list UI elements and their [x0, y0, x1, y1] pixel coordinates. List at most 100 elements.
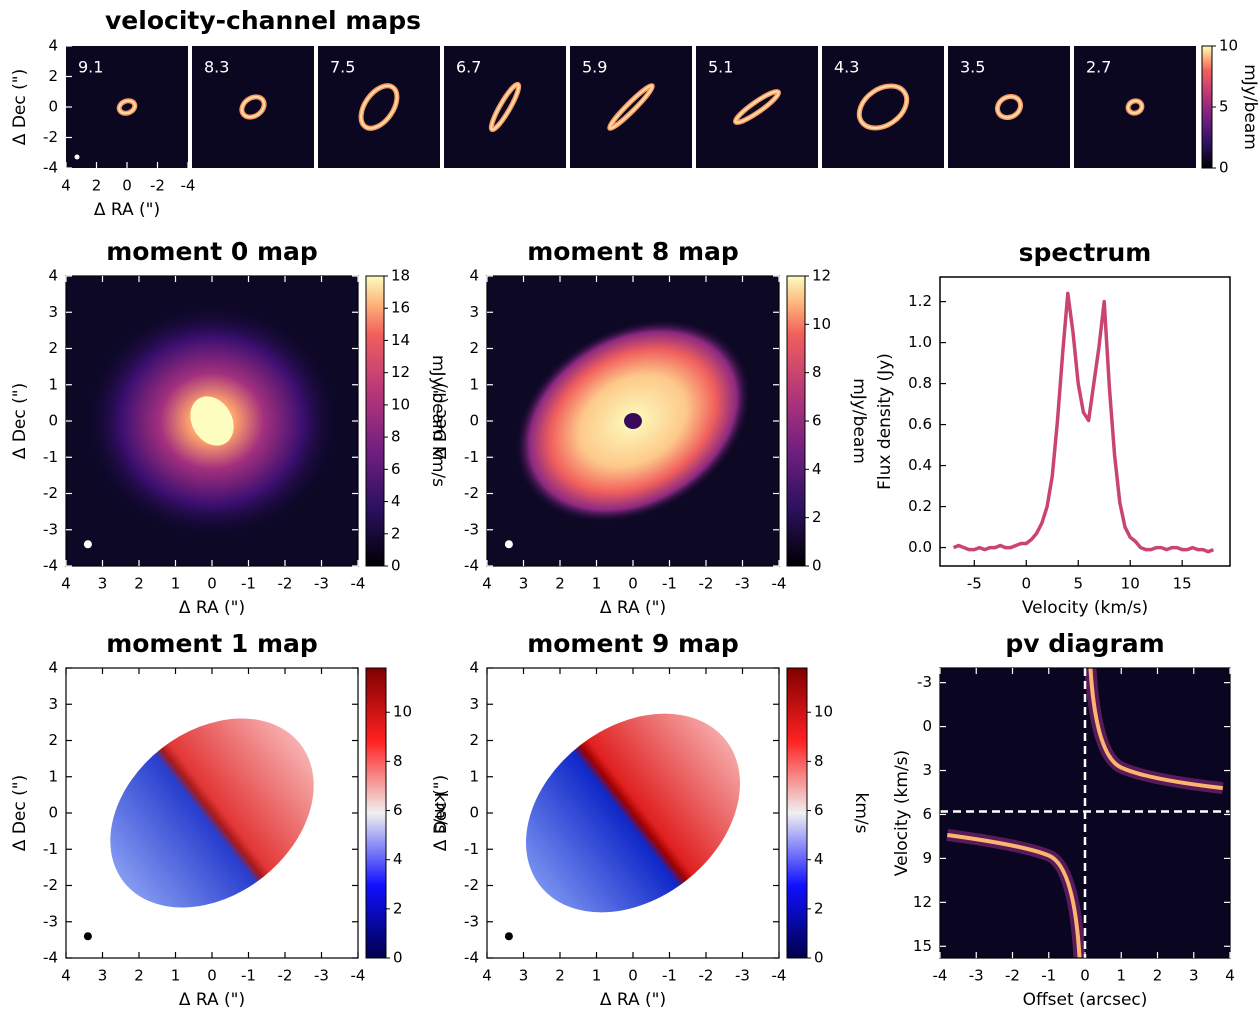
y-tick-label: -2 — [43, 484, 58, 502]
x-tick-label: -1 — [241, 575, 256, 593]
colorbar-tick-label: 14 — [391, 331, 410, 349]
spectrum-line — [952, 291, 1215, 554]
x-tick-label: -3 — [314, 575, 329, 593]
beam — [504, 932, 513, 941]
y-tick-label: 0 — [469, 412, 479, 430]
emission-core — [240, 95, 266, 119]
y-tick-label: 4 — [48, 267, 58, 285]
y-tick-label: -1 — [464, 840, 479, 858]
y-axis-label: Velocity (km/s) — [892, 750, 912, 876]
y-tick-label: 0 — [48, 804, 58, 822]
colorbar-label: km/s — [430, 793, 450, 834]
y-tick-label: -2 — [43, 128, 58, 146]
channel-label: 7.5 — [330, 58, 355, 77]
channel-panel — [66, 46, 188, 168]
y-tick-label: 1.0 — [908, 333, 932, 351]
pv-emission — [946, 832, 1082, 958]
x-tick-label: 1 — [171, 575, 181, 593]
y-tick-label: 3 — [48, 695, 58, 713]
x-tick-label: -4 — [351, 575, 366, 593]
y-tick-label: 9 — [922, 849, 932, 867]
colorbar — [365, 275, 385, 567]
beam — [74, 154, 80, 160]
beam — [504, 540, 513, 549]
y-tick-label: 1 — [48, 375, 58, 393]
y-tick-label: 0 — [48, 98, 58, 116]
x-axis-label: Δ RA (") — [179, 598, 245, 618]
x-axis-label: Velocity (km/s) — [1022, 598, 1148, 618]
x-tick-label: -1 — [662, 967, 677, 985]
channel-label: 4.3 — [834, 58, 859, 77]
x-tick-label: -2 — [699, 575, 714, 593]
y-tick-label: 0.2 — [908, 497, 932, 515]
x-axis-label: Offset (arcsec) — [1023, 990, 1148, 1009]
x-tick-label: 3 — [519, 575, 529, 593]
y-axis-label: Δ Dec (") — [10, 775, 30, 851]
x-tick-label: -4 — [772, 967, 787, 985]
x-tick-label: 3 — [1189, 967, 1199, 985]
image-bg — [1074, 46, 1196, 168]
y-tick-label: 15 — [913, 937, 932, 955]
y-tick-label: 2 — [469, 731, 479, 749]
y-tick-label: 0 — [922, 717, 932, 735]
y-tick-label: 12 — [913, 893, 932, 911]
y-tick-label: 4 — [48, 659, 58, 677]
colorbar-tick-label: 5 — [1219, 98, 1229, 116]
y-tick-label: -4 — [43, 557, 58, 575]
x-tick-label: -1 — [241, 967, 256, 985]
y-tick-label: 3 — [48, 303, 58, 321]
x-axis-label: Δ RA (") — [600, 990, 666, 1009]
x-tick-label: 15 — [1173, 575, 1192, 593]
x-tick-label: -4 — [772, 575, 787, 593]
y-tick-label: 2 — [469, 339, 479, 357]
emission-core — [1127, 99, 1143, 115]
y-axis-label: Δ Dec (") — [431, 383, 451, 459]
colorbar-tick-label: 0 — [391, 557, 401, 575]
colorbar-tick-label: 0 — [814, 949, 824, 967]
x-tick-label: 0 — [207, 967, 217, 985]
chart-title: moment 8 map — [527, 237, 739, 266]
y-axis-label: Δ Dec (") — [431, 775, 451, 851]
x-tick-label: -3 — [314, 967, 329, 985]
y-tick-label: -1 — [464, 448, 479, 466]
y-tick-label: -3 — [43, 520, 58, 538]
colorbar-tick-label: 8 — [393, 752, 403, 770]
y-tick-label: -2 — [464, 876, 479, 894]
image-bg — [822, 46, 944, 168]
y-tick-label: -1 — [43, 448, 58, 466]
colorbar-tick-label: 8 — [391, 428, 401, 446]
x-tick-label: 4 — [61, 575, 71, 593]
pv-emission — [1088, 668, 1223, 791]
y-tick-label: 1.2 — [908, 292, 932, 310]
y-tick-label: -3 — [43, 912, 58, 930]
chart-title: pv diagram — [1005, 629, 1164, 658]
y-tick-label: -2 — [43, 876, 58, 894]
y-tick-label: -3 — [917, 673, 932, 691]
x-tick-label: 1 — [171, 967, 181, 985]
channel-label: 9.1 — [78, 58, 103, 77]
y-tick-label: 0.4 — [908, 456, 932, 474]
x-tick-label: -2 — [699, 967, 714, 985]
colorbar-tick-label: 8 — [814, 752, 824, 770]
x-tick-label: -4 — [933, 967, 948, 985]
y-tick-label: 1 — [469, 375, 479, 393]
x-tick-label: -3 — [735, 575, 750, 593]
colorbar-label: mJy/beam km/s — [428, 355, 448, 487]
image — [110, 718, 314, 908]
x-tick-label: 4 — [1225, 967, 1235, 985]
channel-label: 3.5 — [960, 58, 985, 77]
x-tick-label: 3 — [98, 967, 108, 985]
colorbar-tick-label: 4 — [814, 850, 824, 868]
x-tick-label: 0 — [628, 575, 638, 593]
colorbar-tick-label: 6 — [812, 412, 822, 430]
velocity-field — [110, 718, 314, 908]
colorbar-tick-label: 0 — [393, 949, 403, 967]
chart-title: spectrum — [1019, 238, 1152, 267]
y-tick-label: -4 — [43, 949, 58, 967]
x-tick-label: 0 — [122, 177, 132, 195]
colorbar-tick-label: 6 — [814, 801, 824, 819]
emission-core — [858, 85, 908, 129]
emission-core — [996, 95, 1022, 119]
emission-core — [490, 83, 520, 131]
x-tick-label: -4 — [351, 967, 366, 985]
